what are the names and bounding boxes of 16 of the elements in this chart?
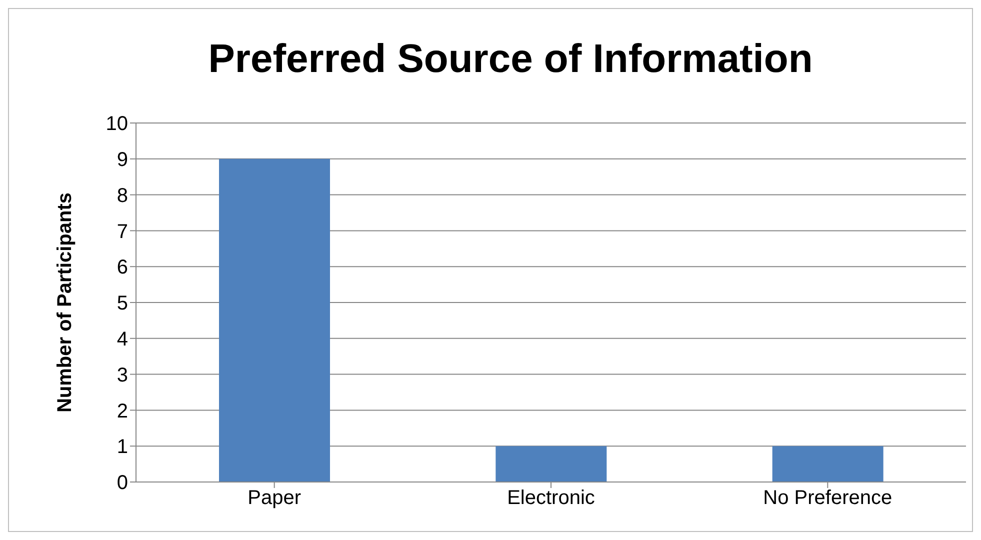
y-axis-title: Number of Participants [54, 192, 76, 413]
x-tick-label: Electronic [507, 487, 595, 510]
y-tick-label: 1 [116, 436, 128, 458]
y-tick-label: 4 [116, 328, 128, 350]
y-tick-label: 9 [116, 149, 128, 171]
y-tick-label: 6 [116, 256, 128, 279]
y-tick-label: 0 [116, 472, 128, 494]
y-tick-label: 5 [116, 292, 128, 315]
y-tick-label: 2 [116, 400, 128, 422]
chart-title: Preferred Source of Information [207, 36, 814, 82]
x-tick-label: Paper [248, 487, 302, 510]
x-tick-label: No Preference [763, 487, 892, 510]
y-tick-label: 10 [106, 113, 128, 136]
y-tick-label: 8 [116, 184, 128, 207]
y-tick-label: 3 [116, 364, 128, 386]
y-tick-label: 7 [116, 220, 128, 243]
